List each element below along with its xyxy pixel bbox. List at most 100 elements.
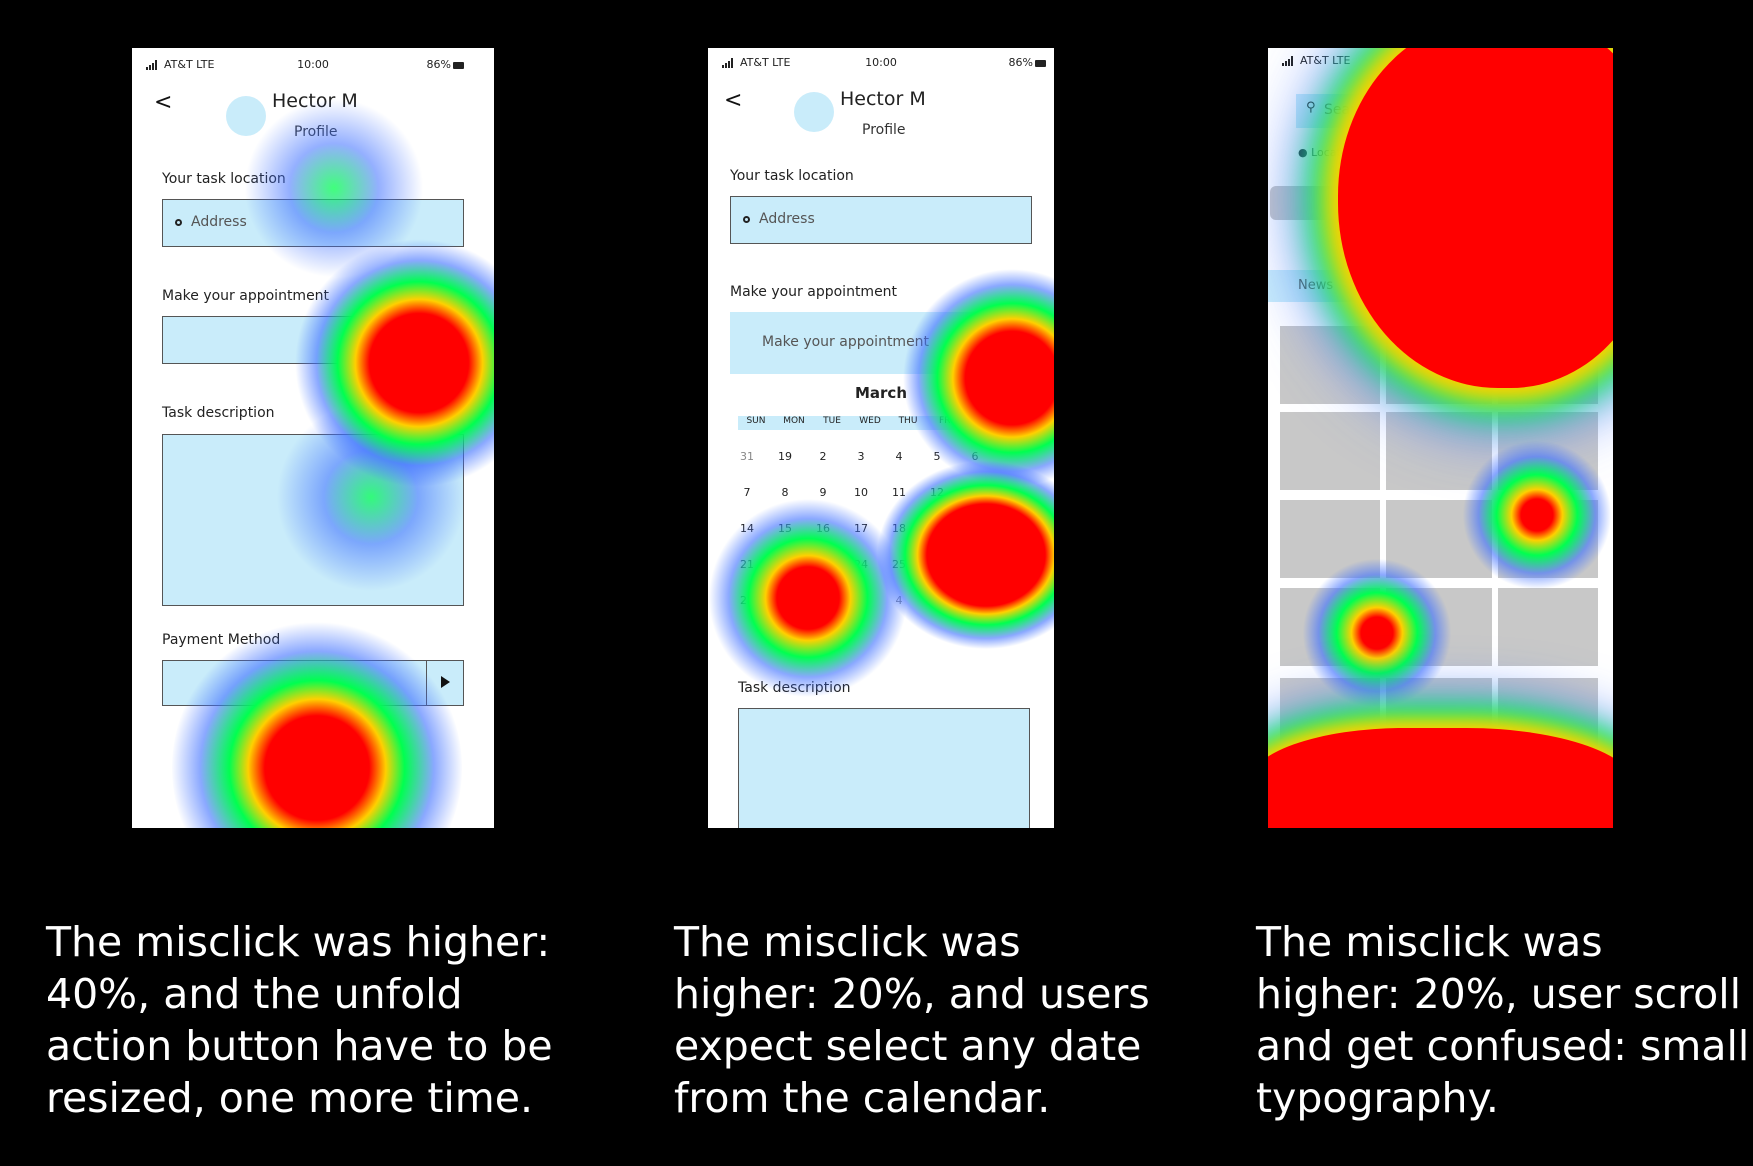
calendar-weekday: FRI — [938, 416, 954, 426]
calendar-day[interactable]: 8 — [781, 486, 789, 499]
calendar-day[interactable]: 3 — [857, 450, 865, 463]
calendar-day[interactable]: 2 — [819, 594, 827, 607]
location-pin-icon: ● — [1298, 146, 1308, 159]
signal-icon — [146, 60, 160, 70]
calendar-day[interactable]: 17 — [854, 522, 868, 535]
battery-icon — [453, 61, 464, 69]
payment-label: Payment Method — [162, 632, 281, 648]
appointment-placeholder: Make your appointment — [762, 334, 930, 350]
grid-tile[interactable] — [1280, 500, 1380, 578]
calendar-weekday: MON — [783, 416, 805, 426]
profile-name: Hector M — [840, 88, 926, 110]
location-label: Your task location — [730, 168, 854, 184]
calendar-day[interactable]: 21 — [740, 558, 754, 571]
grid-tile[interactable] — [1386, 412, 1492, 490]
phone-screen-1: AT&T LTE 10:00 86% < Hector M Profile Yo… — [132, 48, 494, 828]
calendar-day[interactable]: 9 — [819, 486, 827, 499]
calendar-day[interactable]: 16 — [816, 522, 830, 535]
address-input[interactable]: Address — [730, 196, 1032, 244]
calendar-day[interactable]: 25 — [892, 558, 906, 571]
back-button[interactable]: < — [724, 88, 743, 113]
calendar-day[interactable]: 6 — [971, 594, 979, 607]
avatar — [794, 92, 834, 132]
grid-tile[interactable] — [1386, 678, 1492, 756]
grid-tile[interactable] — [1280, 326, 1380, 404]
submit-button[interactable] — [232, 750, 362, 788]
filter-chip[interactable] — [1270, 186, 1360, 220]
calendar-day[interactable]: 31 — [740, 450, 754, 463]
back-button[interactable]: < — [154, 90, 173, 115]
grid-tile[interactable] — [1386, 500, 1492, 578]
search-placeholder: Search — [1324, 102, 1373, 118]
calendar-day[interactable]: 10 — [854, 486, 868, 499]
calendar-day[interactable]: 26 — [930, 558, 944, 571]
description-textarea[interactable] — [162, 434, 464, 606]
calendar-day[interactable]: 2 — [819, 450, 827, 463]
grid-tile[interactable] — [1498, 326, 1598, 404]
calendar-day[interactable]: 28 — [740, 594, 754, 607]
profile-subtitle: Profile — [862, 122, 906, 138]
calendar-day[interactable]: 6 — [971, 450, 979, 463]
grid-tile[interactable] — [1386, 326, 1492, 404]
profile-subtitle: Profile — [294, 124, 338, 140]
description-textarea[interactable] — [738, 708, 1030, 828]
calendar-day[interactable]: 19 — [930, 522, 944, 535]
calendar-day[interactable]: 14 — [740, 522, 754, 535]
carrier-label: AT&T LTE — [1300, 54, 1351, 67]
search-input[interactable]: ⚲ Search — [1296, 94, 1596, 128]
calendar-day[interactable]: 13 — [968, 486, 982, 499]
calendar-day[interactable]: 19 — [778, 450, 792, 463]
grid-tile[interactable] — [1498, 588, 1598, 666]
battery-label: 86% — [427, 58, 464, 71]
appointment-input[interactable] — [162, 316, 464, 364]
appointment-input[interactable]: Make your appointment — [730, 312, 1040, 374]
calendar-day[interactable]: 11 — [892, 486, 906, 499]
calendar-weekday: SUN — [746, 416, 766, 426]
calendar-day[interactable]: 22 — [778, 558, 792, 571]
grid-tile[interactable] — [1386, 588, 1492, 666]
location-label: Your task location — [162, 171, 286, 187]
battery-label: 86% — [1009, 56, 1046, 69]
calendar-day[interactable]: 12 — [930, 486, 944, 499]
calendar-day[interactable]: 1 — [781, 594, 789, 607]
calendar-day[interactable]: 4 — [895, 450, 903, 463]
payment-select[interactable] — [162, 660, 464, 706]
calendar-day[interactable]: 15 — [778, 522, 792, 535]
calendar-day[interactable]: 5 — [933, 594, 941, 607]
calendar-weekday: WED — [859, 416, 881, 426]
calendar-day[interactable]: 3 — [857, 594, 865, 607]
address-input[interactable]: Address — [162, 199, 464, 247]
carrier-label: AT&T LTE — [164, 58, 215, 71]
description-label: Task description — [162, 405, 275, 421]
grid-tile[interactable] — [1498, 412, 1598, 490]
calendar-day[interactable]: 5 — [933, 450, 941, 463]
address-placeholder: Address — [759, 211, 815, 227]
calendar-day[interactable]: 7 — [743, 486, 751, 499]
search-icon: ⚲ — [1306, 100, 1316, 115]
grid-tile[interactable] — [1498, 500, 1598, 578]
appointment-label: Make your appointment — [730, 284, 898, 300]
calendar-day[interactable]: 4 — [895, 594, 903, 607]
caption-1: The misclick was higher: 40%, and the un… — [46, 918, 553, 1122]
grid-tile[interactable] — [1280, 412, 1380, 490]
profile-name: Hector M — [272, 90, 358, 112]
address-placeholder: Address — [191, 214, 247, 230]
location-filter[interactable]: ● Location — [1298, 146, 1358, 159]
news-tab: News — [1298, 278, 1334, 293]
unfold-arrow-icon[interactable] — [426, 661, 463, 705]
time-label: 10:00 — [297, 58, 329, 71]
calendar-day[interactable]: 18 — [892, 522, 906, 535]
calendar-day[interactable]: 23 — [816, 558, 830, 571]
grid-tile[interactable] — [1280, 678, 1380, 756]
calendar-day[interactable]: 20 — [968, 522, 982, 535]
grid-tile[interactable] — [1280, 588, 1380, 666]
grid-tile[interactable] — [1498, 678, 1598, 756]
news-tab-bar[interactable]: News — [1268, 270, 1613, 302]
signal-icon — [1282, 56, 1296, 66]
battery-icon — [1035, 59, 1046, 67]
location-pin-icon — [743, 216, 750, 223]
calendar-day[interactable]: 24 — [854, 558, 868, 571]
caption-3: The misclick was higher: 20%, user scrol… — [1256, 918, 1750, 1122]
status-bar: AT&T LTE — [1268, 54, 1613, 70]
calendar-day[interactable]: 27 — [968, 558, 982, 571]
